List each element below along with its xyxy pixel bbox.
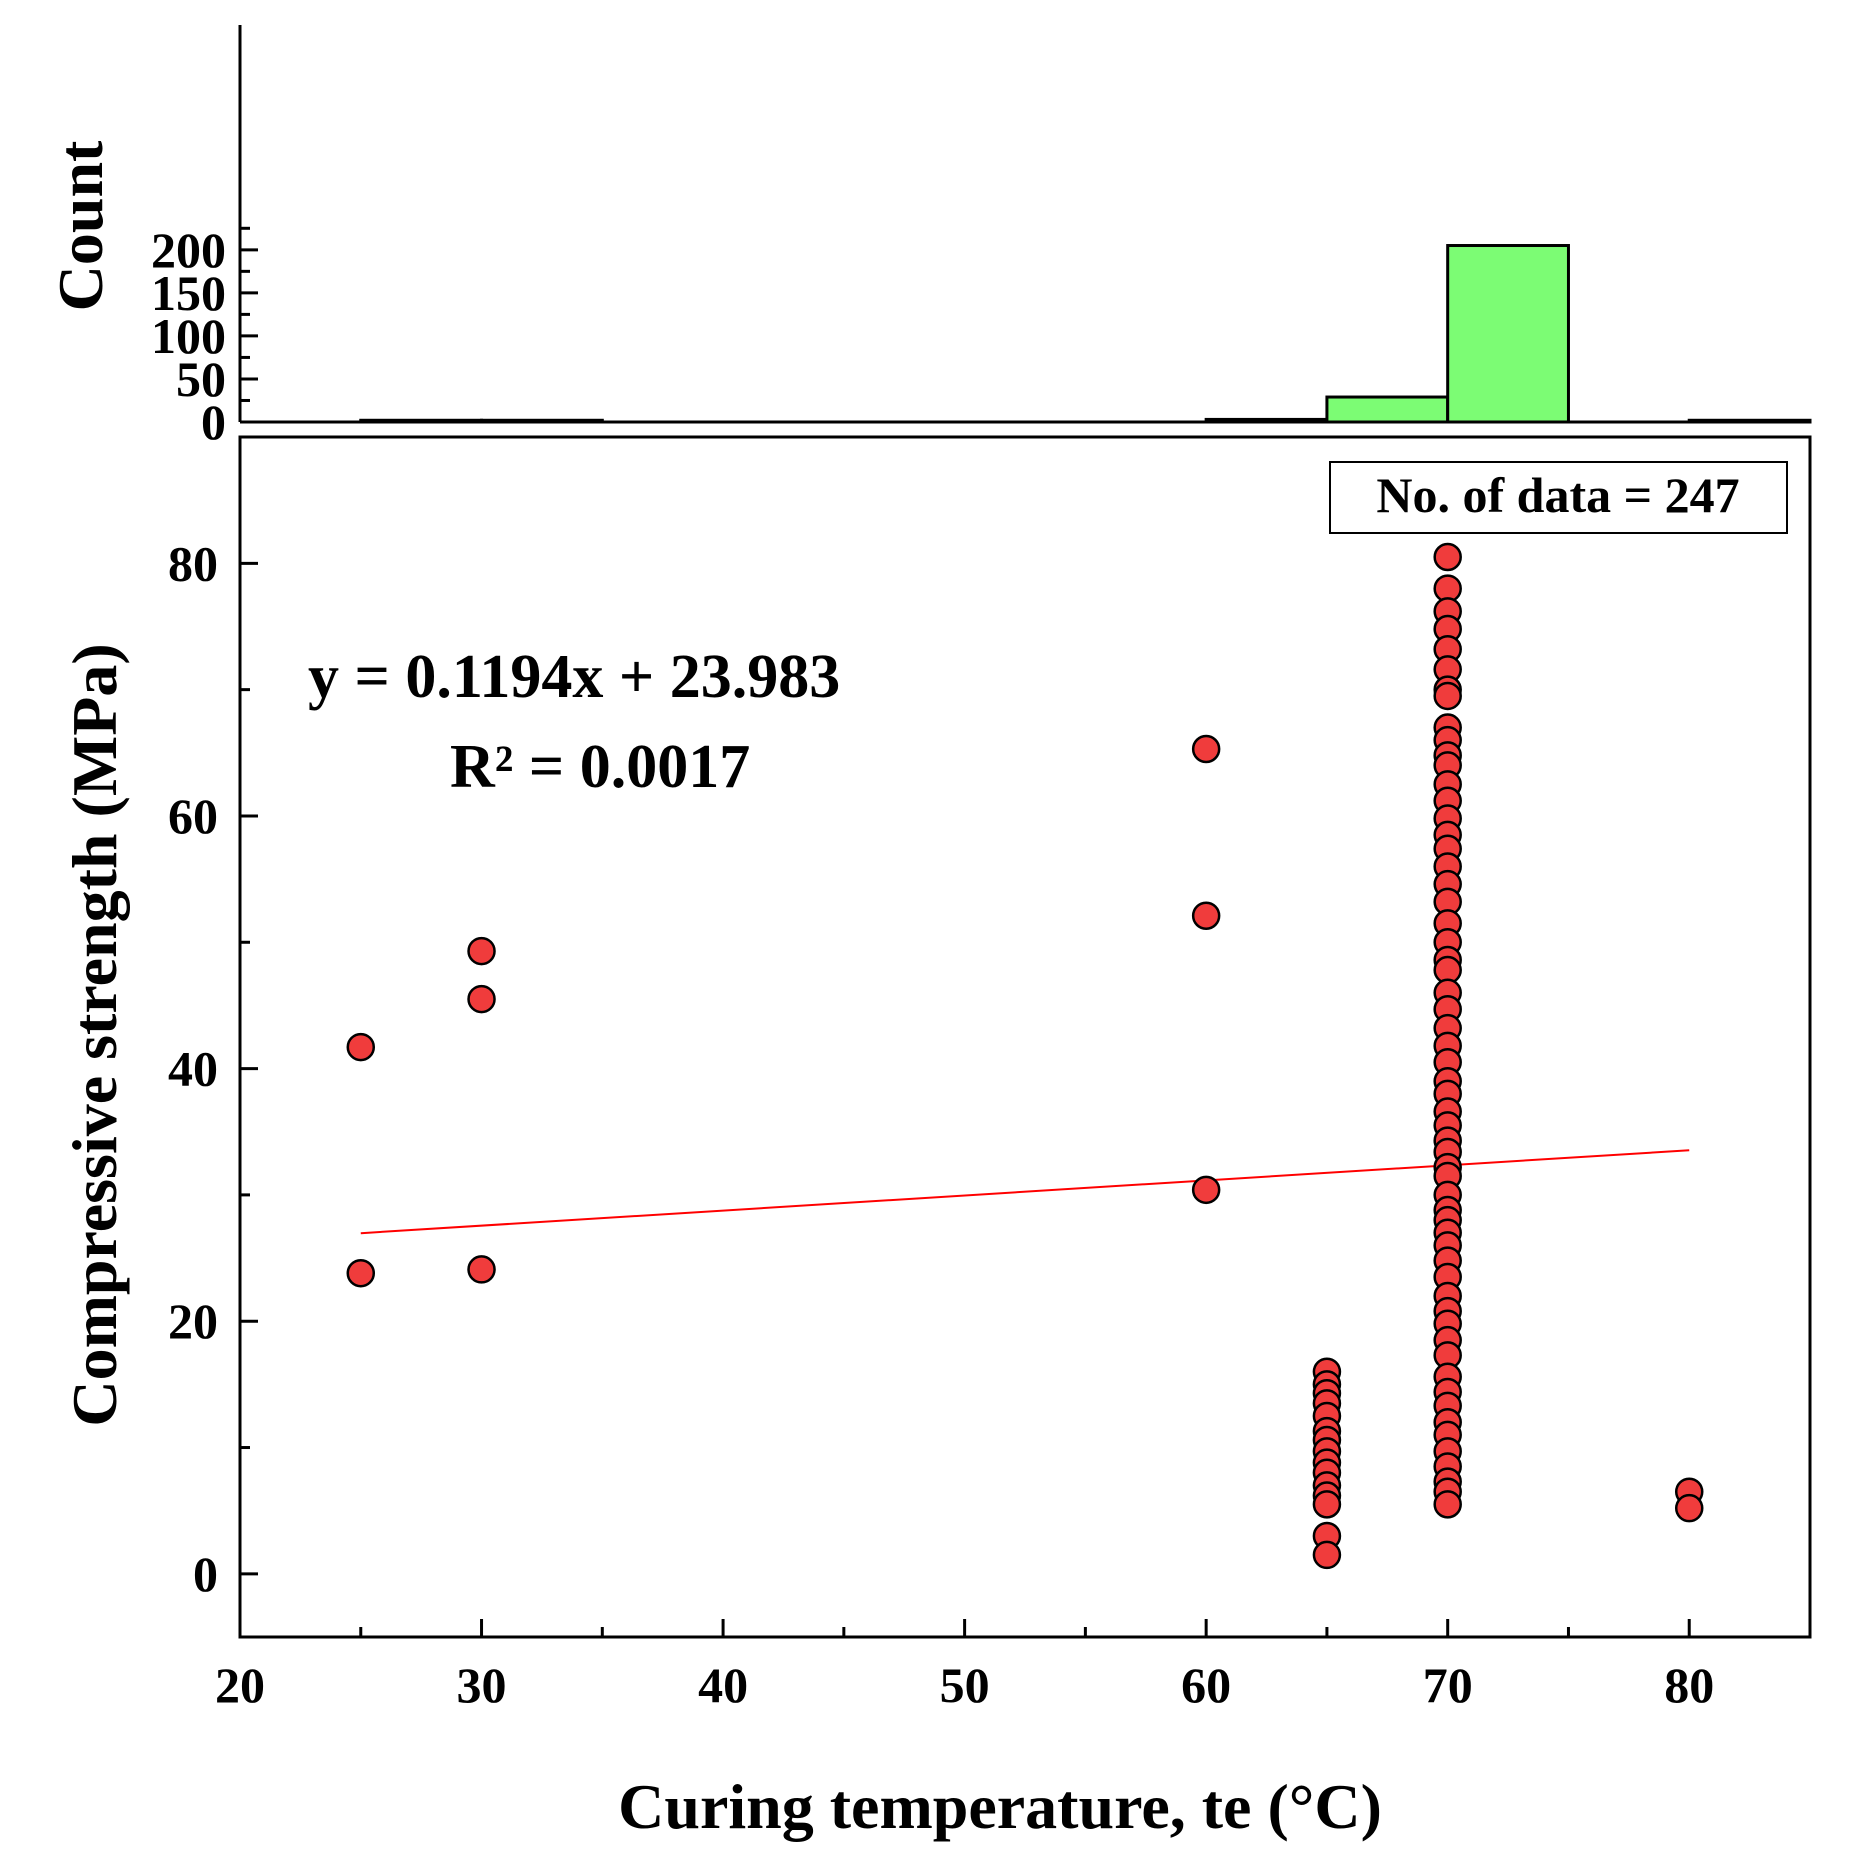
histogram-bar — [1446, 244, 1570, 424]
data-point — [346, 1258, 376, 1288]
fit-line-layer — [360, 1149, 1690, 1235]
y-tick-label: 0 — [193, 1546, 218, 1602]
x-tick-label: 70 — [1423, 1657, 1473, 1713]
x-tick-label: 20 — [215, 1657, 265, 1713]
y-axis-title: Compressive strength (MPa) — [59, 643, 130, 1426]
x-tick-label: 30 — [457, 1657, 507, 1713]
data-point — [1312, 1540, 1342, 1570]
data-point — [1191, 901, 1221, 930]
data-point — [1433, 1490, 1462, 1519]
x-tick-label: 50 — [940, 1657, 990, 1713]
data-count-label: No. of data = 247 — [1376, 467, 1739, 523]
fit-line — [360, 1149, 1690, 1235]
count-tick-label: 50 — [176, 351, 226, 407]
y-tick-label: 80 — [168, 535, 218, 591]
y-tick-label: 40 — [168, 1041, 218, 1097]
x-tick-label: 80 — [1664, 1657, 1714, 1713]
data-count-box — [1329, 461, 1788, 534]
count-tick-label: 100 — [151, 308, 226, 364]
y-tick-label: 60 — [168, 788, 218, 844]
fit-equation: y = 0.1194x + 23.983 — [308, 643, 840, 711]
plot-frame — [238, 435, 1812, 1639]
data-point — [467, 1255, 496, 1284]
histogram-bar — [1325, 395, 1450, 424]
x-axis-title: Curing temperature, te (°C) — [618, 1771, 1382, 1842]
data-point — [1433, 681, 1462, 711]
data-point — [1191, 734, 1221, 764]
fit-r-squared: R² = 0.0017 — [450, 733, 750, 801]
points-layer — [346, 542, 1704, 1570]
count-axis-title: Count — [45, 140, 116, 311]
count-tick-label: 0 — [201, 394, 226, 450]
data-point — [467, 984, 496, 1014]
data-point — [1433, 542, 1462, 572]
data-point — [1312, 1490, 1342, 1519]
data-point — [1191, 1175, 1221, 1205]
x-tick-label: 60 — [1181, 1657, 1231, 1713]
count-tick-label: 200 — [151, 222, 226, 278]
data-point — [467, 936, 496, 966]
data-point — [1674, 1493, 1704, 1523]
scatter-panel: 20 30 40 50 60 70 80 0 20 40 60 80 — [168, 435, 1812, 1713]
data-point — [346, 1032, 376, 1062]
count-tick-label: 150 — [151, 265, 226, 321]
y-tick-label: 20 — [168, 1293, 218, 1349]
x-tick-label: 40 — [698, 1657, 748, 1713]
